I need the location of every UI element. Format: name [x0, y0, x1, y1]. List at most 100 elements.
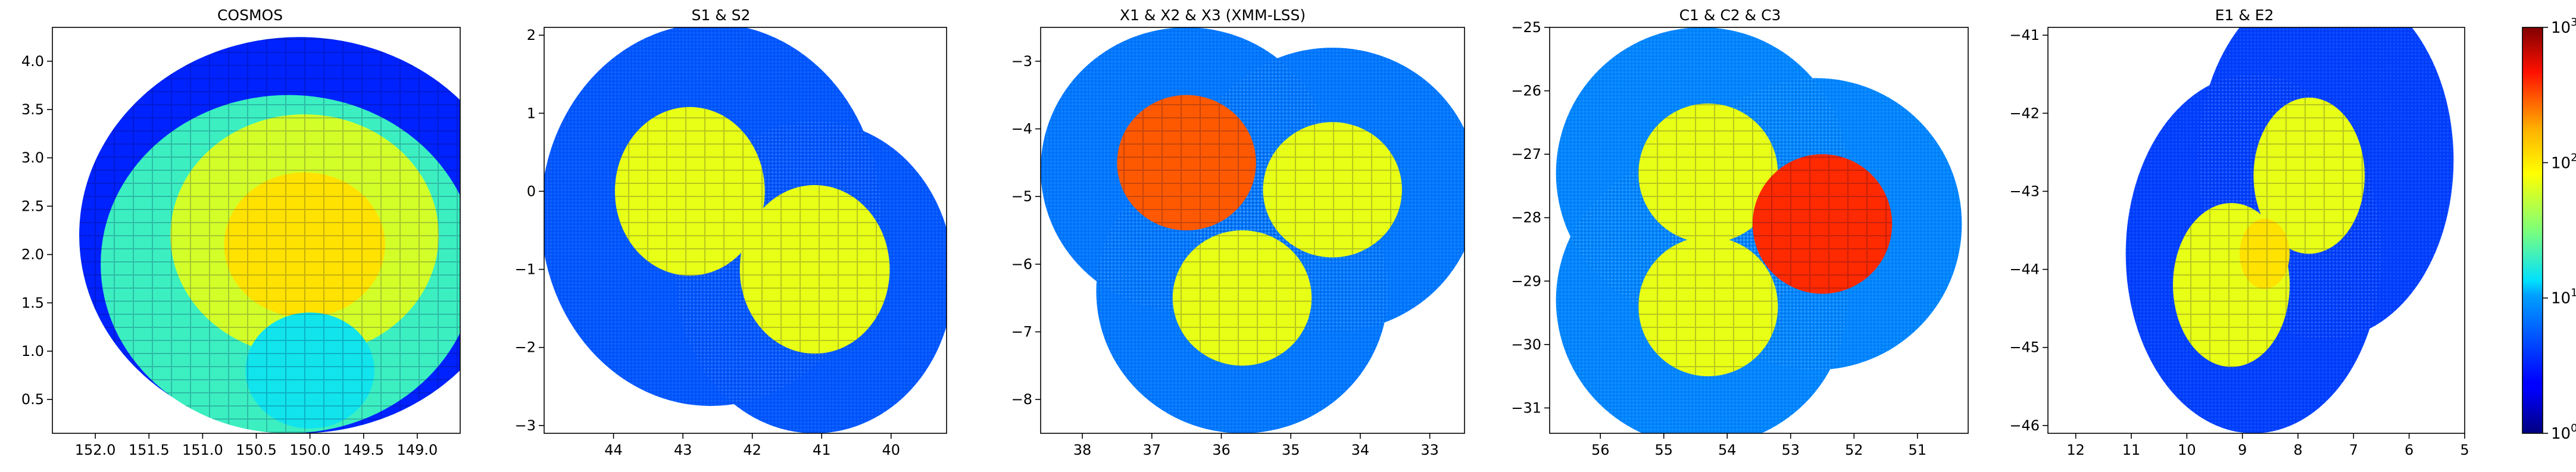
x-axis: 152.0 151.5 151.0 150.5 150.0 149.5 149.0	[75, 433, 438, 458]
y-axis: −3 −2 −1 0 1 2	[515, 27, 544, 434]
panel-title: COSMOS	[217, 7, 283, 24]
panel-title: S1 & S2	[692, 7, 751, 24]
x-tick-label: 36	[1212, 442, 1231, 458]
axes-frame	[1040, 27, 1465, 434]
y-tick-label: −30	[1511, 336, 1541, 353]
y-tick-label: −41	[2009, 27, 2040, 43]
colorbar-ticks: 103 102 101 100	[2543, 16, 2576, 443]
field-layer	[79, 37, 460, 433]
x-tick-label: 149.0	[397, 442, 438, 458]
y-tick-label: −5	[1011, 188, 1032, 205]
x-tick-label: 151.0	[182, 442, 223, 458]
y-axis: −8 −7 −6 −5 −4 −3	[1011, 53, 1041, 408]
panel-title: E1 & E2	[2215, 7, 2274, 24]
ccd-tile-grid	[1172, 230, 1312, 366]
y-tick-label: 2.5	[21, 198, 44, 214]
ccd-tile-grid	[2240, 218, 2290, 289]
y-tick-label: −44	[2009, 261, 2040, 278]
ccd-tile-grid	[739, 185, 890, 354]
ccd-tile-grid	[1638, 236, 1778, 377]
x-tick-label: 7	[2349, 442, 2358, 458]
x-axis: 44 43 42 41 40	[604, 433, 900, 458]
x-tick-label: 6	[2405, 442, 2413, 458]
axes-frame	[1549, 27, 1969, 434]
y-tick-label: 3.0	[21, 149, 44, 166]
panel-title: C1 & C2 & C3	[1679, 7, 1781, 24]
x-tick-label: 149.5	[343, 442, 384, 458]
ccd-tile-grid	[1263, 122, 1402, 258]
x-tick-label: 53	[1781, 442, 1800, 458]
x-tick-label: 5	[2460, 442, 2469, 458]
y-tick-label: −8	[1011, 391, 1032, 408]
colorbar-tick-label: 101	[2551, 287, 2576, 308]
y-tick-label: 2.0	[21, 246, 44, 263]
x-tick-label: 51	[1909, 442, 1927, 458]
panel-s1-s2: S1 & S2 44 43 42 41 40 −3 −2 −1 0 1 2	[515, 7, 947, 458]
x-tick-label: 54	[1718, 442, 1737, 458]
colorbar-gradient	[2522, 27, 2543, 434]
x-tick-label: 33	[1420, 442, 1439, 458]
colorbar: 103 102 101 100	[2522, 16, 2576, 443]
y-tick-label: −2	[515, 339, 536, 356]
y-tick-label: −7	[1011, 324, 1032, 340]
y-tick-label: −6	[1011, 256, 1032, 273]
x-tick-label: 12	[2066, 442, 2085, 458]
field-layer	[1041, 27, 1465, 433]
x-tick-label: 40	[882, 442, 900, 458]
field-layer	[2125, 27, 2454, 433]
y-tick-label: −42	[2009, 105, 2040, 121]
x-tick-label: 152.0	[75, 442, 116, 458]
y-tick-label: 2	[527, 27, 536, 43]
y-tick-label: −29	[1511, 273, 1541, 289]
x-tick-label: 150.5	[236, 442, 277, 458]
colorbar-tick-label: 103	[2551, 16, 2576, 37]
y-tick-label: −31	[1511, 399, 1541, 416]
field-layer	[1556, 27, 1962, 433]
x-tick-label: 42	[743, 442, 761, 458]
axes-frame	[2047, 27, 2465, 434]
y-tick-label: 0	[527, 183, 536, 199]
x-axis: 38 37 36 35 34 33	[1073, 433, 1439, 458]
x-tick-label: 35	[1282, 442, 1300, 458]
x-tick-label: 9	[2238, 442, 2247, 458]
y-tick-label: −28	[1511, 210, 1541, 226]
y-tick-label: 3.5	[21, 101, 44, 118]
x-axis: 56 55 54 53 52 51	[1591, 433, 1926, 458]
x-tick-label: 56	[1591, 442, 1610, 458]
panel-c1-c2-c3: C1 & C2 & C3 56 55 54 53 52 51 −31 −30 −29 −28 −2…	[1511, 7, 1969, 458]
axes-frame	[544, 27, 947, 434]
colorbar-tick-label: 102	[2551, 151, 2576, 172]
ccd-tile-grid	[224, 172, 385, 318]
x-tick-label: 150.0	[289, 442, 330, 458]
x-tick-label: 41	[813, 442, 831, 458]
y-tick-label: 1.0	[21, 343, 44, 360]
x-tick-label: 8	[2293, 442, 2302, 458]
panel-cosmos: COSMOS 152.0 151.5 151.0 150.5 150.0 149.5 149…	[21, 7, 461, 458]
y-tick-label: −3	[515, 417, 536, 434]
y-tick-label: −25	[1511, 19, 1541, 36]
y-axis: −46 −45 −44 −43 −42 −41	[2009, 27, 2048, 434]
field-layer	[544, 27, 947, 433]
y-tick-label: 0.5	[21, 391, 44, 408]
x-tick-label: 55	[1654, 442, 1673, 458]
ccd-tile-grid	[2253, 98, 2365, 254]
x-tick-label: 38	[1073, 442, 1092, 458]
colorbar-tick-label: 100	[2551, 422, 2576, 443]
x-tick-label: 11	[2122, 442, 2141, 458]
y-tick-label: 1	[527, 105, 536, 121]
ccd-tile-grid	[1117, 95, 1256, 230]
y-tick-label: −45	[2009, 339, 2040, 356]
y-axis: −31 −30 −29 −28 −27 −26 −25	[1511, 19, 1550, 416]
x-axis: 12 11 10 9 8 7 6 5	[2066, 433, 2469, 458]
y-tick-label: −26	[1511, 83, 1541, 99]
y-tick-label: −4	[1011, 121, 1032, 137]
y-tick-label: 1.5	[21, 295, 44, 311]
x-tick-label: 52	[1845, 442, 1863, 458]
panel-xmm-lss: X1 & X2 & X3 (XMM-LSS) 38 37 36 35 34 33 −8 −7…	[1011, 7, 1465, 458]
y-tick-label: −27	[1511, 146, 1541, 162]
x-tick-label: 34	[1351, 442, 1370, 458]
x-tick-label: 37	[1142, 442, 1161, 458]
y-tick-label: −46	[2009, 417, 2040, 434]
ccd-tile-grid	[1752, 154, 1893, 294]
